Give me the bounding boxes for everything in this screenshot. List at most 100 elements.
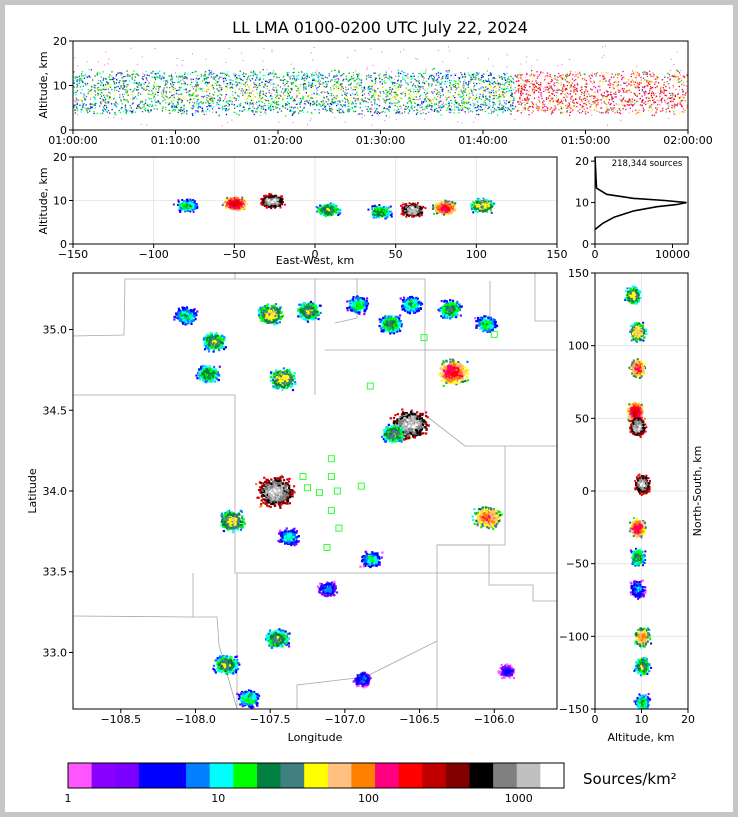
time-altitude-source: [558, 102, 561, 104]
time-altitude-source: [612, 84, 614, 86]
time-altitude-source: [374, 89, 376, 92]
time-altitude-source: [514, 92, 516, 94]
time-altitude-source: [254, 83, 256, 86]
time-altitude-source: [517, 109, 519, 112]
time-altitude-source: [654, 96, 657, 98]
time-altitude-source: [512, 99, 514, 102]
time-altitude-source: [591, 88, 593, 91]
time-altitude-source: [513, 82, 515, 85]
time-altitude-source: [474, 98, 477, 100]
time-altitude-source: [488, 106, 491, 109]
time-altitude-source: [404, 91, 407, 93]
time-altitude-source: [567, 102, 570, 104]
time-altitude-source: [89, 98, 92, 100]
time-altitude-source: [495, 92, 497, 94]
time-altitude-source: [663, 89, 665, 91]
time-altitude-source: [684, 109, 686, 111]
time-altitude-source: [231, 87, 234, 89]
time-altitude-source: [538, 83, 540, 86]
time-altitude-source: [606, 95, 609, 97]
time-altitude-source: [192, 92, 194, 94]
time-altitude-source: [262, 93, 264, 95]
time-altitude-sparse-source: [377, 114, 379, 116]
time-altitude-source: [88, 108, 90, 110]
time-altitude-source: [332, 94, 335, 97]
time-altitude-source: [490, 85, 492, 87]
time-altitude-source: [633, 81, 635, 83]
time-altitude-source: [383, 74, 385, 76]
time-altitude-source: [234, 97, 236, 99]
time-altitude-source: [507, 78, 509, 80]
time-altitude-sparse-source: [101, 101, 103, 103]
time-altitude-source: [617, 72, 619, 75]
time-altitude-source: [557, 87, 559, 90]
time-altitude-sparse-source: [113, 116, 115, 118]
time-altitude-source: [94, 75, 96, 77]
time-altitude-source: [562, 107, 565, 109]
time-altitude-source: [282, 96, 284, 98]
time-altitude-source: [520, 93, 522, 95]
time-altitude-source: [524, 107, 527, 109]
time-altitude-source: [308, 102, 310, 104]
time-altitude-source: [394, 85, 396, 87]
time-altitude-source: [318, 104, 320, 106]
time-altitude-source: [150, 109, 152, 111]
time-altitude-source: [290, 81, 292, 84]
time-altitude-source: [345, 94, 347, 97]
time-altitude-source: [207, 100, 209, 102]
time-altitude-source: [334, 69, 336, 71]
time-altitude-source: [316, 90, 318, 92]
time-altitude-source: [510, 104, 512, 106]
time-altitude-source: [255, 74, 257, 76]
time-altitude-sparse-source: [74, 57, 76, 59]
time-altitude-source: [516, 74, 519, 76]
time-altitude-source: [447, 92, 449, 94]
time-altitude-source: [500, 96, 503, 99]
time-altitude-source: [549, 100, 551, 102]
time-altitude-source: [510, 110, 512, 112]
time-altitude-source: [323, 85, 325, 88]
time-altitude-source: [673, 79, 675, 81]
time-altitude-source: [151, 104, 154, 106]
time-altitude-source: [336, 81, 338, 83]
time-altitude-source: [631, 79, 633, 81]
time-altitude-source: [385, 72, 387, 74]
time-altitude-source: [412, 91, 415, 93]
time-altitude-source: [533, 91, 536, 93]
time-altitude-source: [83, 74, 85, 77]
time-altitude-source: [206, 76, 208, 79]
time-altitude-sparse-source: [183, 77, 185, 79]
time-altitude-source: [129, 88, 132, 91]
time-altitude-sparse-source: [391, 71, 393, 73]
time-altitude-source: [303, 83, 305, 85]
time-altitude-source: [388, 102, 390, 104]
time-altitude-source: [177, 89, 179, 92]
time-altitude-source: [352, 110, 355, 112]
time-altitude-source: [183, 112, 185, 114]
time-altitude-source: [361, 110, 363, 112]
time-altitude-source: [357, 94, 359, 96]
time-altitude-source: [331, 79, 333, 81]
time-altitude-source: [104, 109, 107, 111]
time-altitude-source: [641, 104, 644, 106]
time-altitude-source: [115, 105, 117, 107]
time-altitude-source: [447, 77, 450, 79]
time-altitude-source: [645, 72, 647, 74]
time-altitude-source: [239, 86, 241, 88]
time-altitude-source: [638, 73, 640, 75]
time-altitude-source: [505, 107, 507, 109]
time-altitude-source: [205, 76, 207, 78]
time-altitude-source: [421, 103, 424, 105]
time-altitude-source: [395, 75, 397, 78]
time-altitude-source: [172, 99, 174, 102]
time-altitude-source: [530, 75, 533, 77]
time-altitude-source: [204, 90, 206, 92]
time-altitude-source: [100, 89, 103, 91]
time-altitude-source: [454, 89, 457, 91]
east-west-source: [186, 206, 189, 209]
time-altitude-source: [580, 93, 583, 96]
time-altitude-source: [429, 99, 431, 101]
time-altitude-source: [197, 98, 200, 100]
time-altitude-source: [191, 81, 193, 84]
time-altitude-source: [170, 90, 173, 93]
